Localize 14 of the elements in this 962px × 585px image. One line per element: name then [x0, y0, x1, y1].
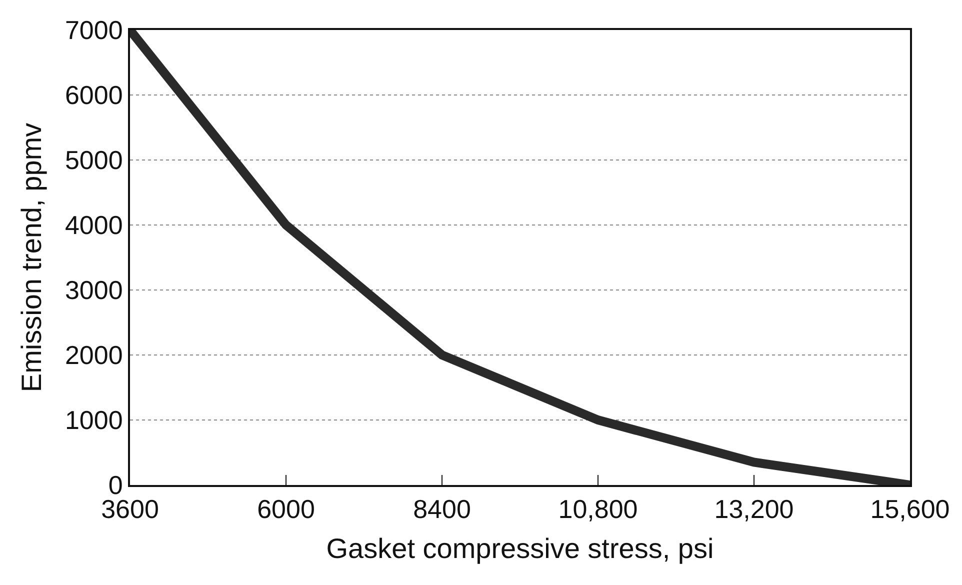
- x-tick-label: 6000: [257, 494, 315, 524]
- y-tick-label: 1000: [64, 405, 123, 436]
- x-tick-label: 8400: [413, 494, 471, 524]
- y-tick-label: 3000: [64, 275, 123, 306]
- y-tick-label: 7000: [64, 15, 123, 46]
- x-tick-label: 15,600: [870, 494, 950, 524]
- y-tick-label: 5000: [64, 145, 123, 176]
- x-tick-label: 10,800: [558, 494, 638, 524]
- x-axis-title: Gasket compressive stress, psi: [326, 532, 714, 564]
- y-axis-title: Emission trend, ppmv: [16, 122, 48, 392]
- y-tick-label: 2000: [64, 340, 123, 370]
- x-tick-label: 13,200: [714, 494, 794, 524]
- y-tick-label: 4000: [64, 210, 123, 240]
- y-tick-label: 6000: [64, 80, 123, 110]
